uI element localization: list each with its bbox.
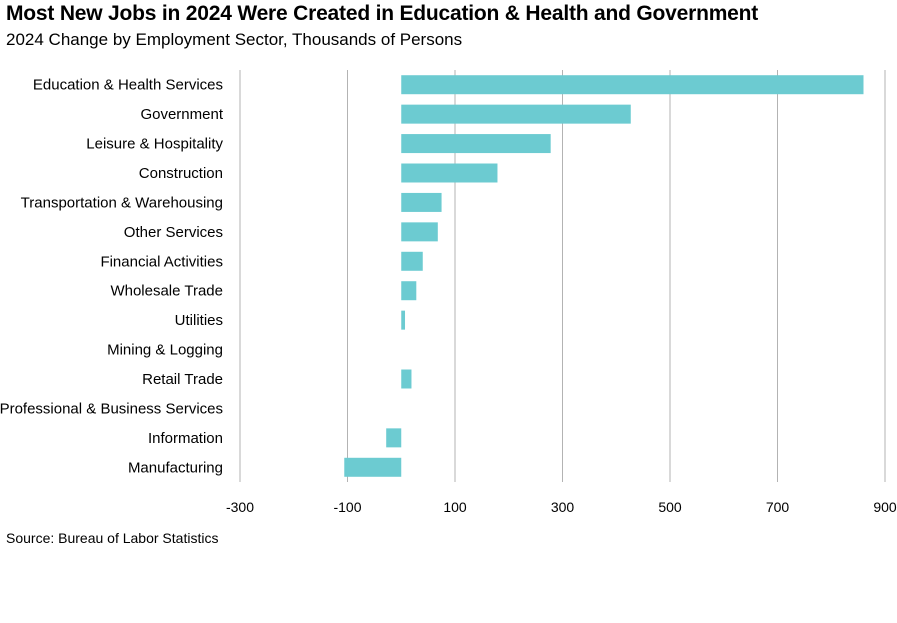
x-tick-label: 500	[658, 499, 682, 515]
bar	[401, 163, 498, 183]
x-axis-tick-labels: -300 -100 100 300 500 700 900	[226, 499, 897, 515]
category-label: Manufacturing	[128, 459, 223, 476]
bar	[401, 281, 417, 301]
category-label: Professional & Business Services	[0, 400, 223, 417]
bar	[386, 428, 402, 448]
category-label: Utilities	[175, 312, 223, 329]
bar	[401, 134, 551, 154]
x-tick-label: 700	[766, 499, 790, 515]
category-label: Other Services	[124, 224, 223, 241]
category-label: Transportation & Warehousing	[21, 194, 223, 211]
x-tick-label: -300	[226, 499, 254, 515]
bars	[344, 75, 864, 477]
category-label: Retail Trade	[142, 371, 223, 388]
category-labels: Education & Health Services Government Lei…	[0, 77, 224, 477]
bar	[401, 104, 631, 124]
category-label: Information	[148, 430, 223, 447]
bar	[401, 222, 438, 242]
category-label: Mining & Logging	[107, 342, 223, 359]
category-label: Financial Activities	[100, 253, 223, 270]
bar	[401, 192, 442, 212]
x-tick-label: 300	[551, 499, 575, 515]
x-tick-label: 900	[873, 499, 897, 515]
bar	[401, 310, 406, 330]
chart-subtitle: 2024 Change by Employment Sector, Thousa…	[6, 30, 463, 49]
category-label: Construction	[139, 165, 223, 182]
chart-title: Most New Jobs in 2024 Were Created in Ed…	[6, 2, 759, 25]
source-note: Source: Bureau of Labor Statistics	[6, 530, 219, 546]
x-tick-label: -100	[333, 499, 361, 515]
bar	[401, 251, 423, 271]
category-label: Wholesale Trade	[110, 283, 223, 300]
bar	[401, 75, 864, 95]
category-label: Government	[140, 106, 223, 123]
grid-lines	[239, 70, 886, 482]
x-tick-label: 100	[443, 499, 467, 515]
bar	[344, 457, 402, 477]
category-label: Education & Health Services	[33, 77, 223, 94]
bar	[401, 369, 412, 389]
category-label: Leisure & Hospitality	[86, 136, 223, 153]
